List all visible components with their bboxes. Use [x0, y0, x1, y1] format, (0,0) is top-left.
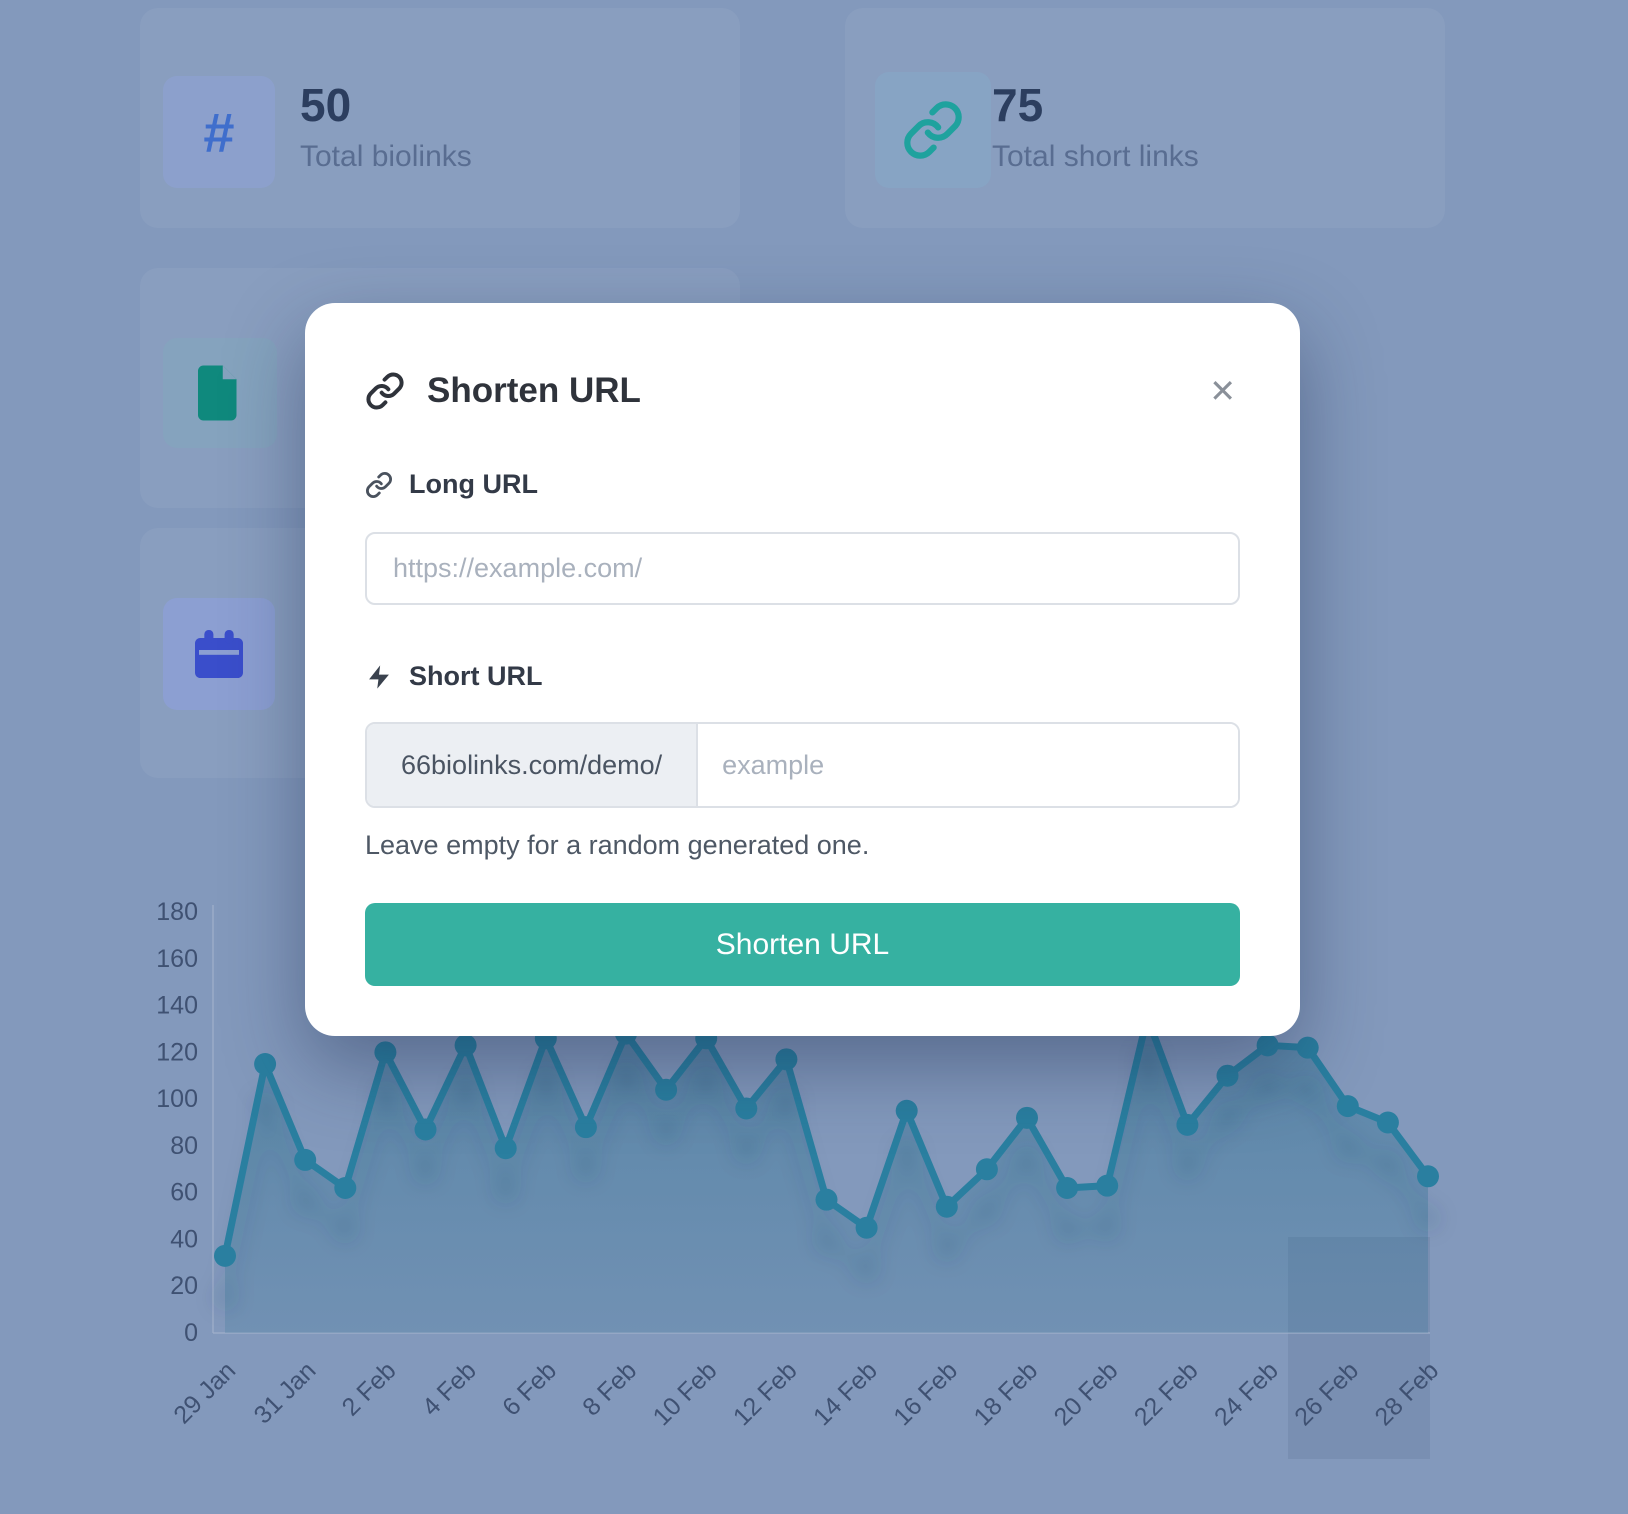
- svg-text:20 Feb: 20 Feb: [1049, 1356, 1124, 1431]
- close-icon[interactable]: ✕: [1209, 373, 1236, 409]
- svg-text:28 Feb: 28 Feb: [1369, 1356, 1444, 1431]
- shorten-url-button[interactable]: Shorten URL: [365, 903, 1240, 986]
- calendar-glyph: [195, 630, 243, 678]
- shorten-url-modal: Shorten URL ✕ Long URL Short URL 66bioli…: [305, 303, 1300, 1036]
- svg-text:31 Jan: 31 Jan: [249, 1356, 322, 1429]
- svg-text:40: 40: [170, 1225, 198, 1253]
- svg-text:14 Feb: 14 Feb: [808, 1356, 883, 1431]
- stat-label-biolinks: Total biolinks: [300, 140, 472, 173]
- svg-text:2 Feb: 2 Feb: [337, 1356, 402, 1421]
- svg-text:6 Feb: 6 Feb: [497, 1356, 562, 1421]
- long-url-label-row: Long URL: [365, 469, 1240, 500]
- svg-text:4 Feb: 4 Feb: [417, 1356, 482, 1421]
- svg-text:26 Feb: 26 Feb: [1289, 1356, 1364, 1431]
- svg-text:60: 60: [170, 1179, 198, 1207]
- svg-text:22 Feb: 22 Feb: [1129, 1356, 1204, 1431]
- file-icon: [163, 338, 277, 448]
- svg-text:180: 180: [156, 898, 198, 926]
- long-url-input[interactable]: [365, 532, 1240, 605]
- link-icon: [875, 72, 991, 188]
- link-icon: [366, 372, 404, 410]
- svg-text:18 Feb: 18 Feb: [968, 1356, 1043, 1431]
- hash-glyph: #: [203, 100, 235, 164]
- short-url-input[interactable]: [698, 724, 1238, 806]
- svg-text:80: 80: [170, 1132, 198, 1160]
- svg-text:160: 160: [156, 945, 198, 973]
- hash-icon: #: [163, 76, 275, 188]
- svg-text:16 Feb: 16 Feb: [888, 1356, 963, 1431]
- short-url-help-text: Leave empty for a random generated one.: [365, 830, 870, 860]
- short-url-prefix: 66biolinks.com/demo/: [367, 724, 699, 806]
- svg-text:140: 140: [156, 992, 198, 1020]
- svg-text:29 Jan: 29 Jan: [168, 1356, 241, 1429]
- link-glyph: [904, 101, 962, 159]
- svg-text:8 Feb: 8 Feb: [577, 1356, 642, 1421]
- svg-text:24 Feb: 24 Feb: [1209, 1356, 1284, 1431]
- stat-label-short-links: Total short links: [992, 140, 1199, 173]
- calendar-icon: [163, 598, 275, 710]
- long-url-label: Long URL: [409, 469, 538, 499]
- short-url-label: Short URL: [409, 661, 543, 691]
- svg-text:20: 20: [170, 1272, 198, 1300]
- svg-text:12 Feb: 12 Feb: [728, 1356, 803, 1431]
- file-glyph: [198, 365, 237, 421]
- bolt-icon: [369, 664, 389, 689]
- modal-header: Shorten URL ✕: [365, 371, 1240, 411]
- svg-text:100: 100: [156, 1085, 198, 1113]
- svg-text:120: 120: [156, 1038, 198, 1066]
- stat-value-biolinks: 50: [300, 79, 352, 131]
- short-url-input-group: 66biolinks.com/demo/: [365, 722, 1240, 808]
- stat-value-short-links: 75: [992, 79, 1044, 131]
- svg-text:10 Feb: 10 Feb: [648, 1356, 723, 1431]
- svg-text:0: 0: [184, 1319, 198, 1347]
- modal-title: Shorten URL: [427, 371, 641, 410]
- link-icon: [366, 471, 392, 498]
- short-url-label-row: Short URL: [365, 661, 1240, 692]
